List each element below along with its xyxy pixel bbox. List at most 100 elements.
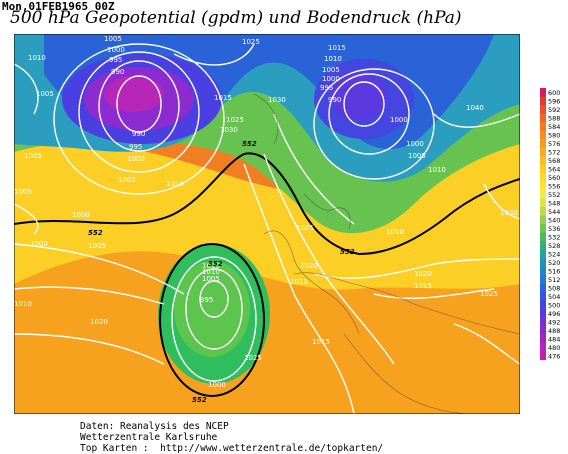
field-560 — [14, 129, 520, 290]
isobar-label: 1005 — [408, 152, 426, 160]
legend-tick-label: 504 — [548, 293, 560, 301]
legend-swatch — [540, 122, 546, 131]
legend-tick-label: 500 — [548, 301, 560, 309]
isobar-label: 1005 — [88, 242, 106, 250]
legend-swatch — [540, 198, 546, 208]
legend-tick-label: 532 — [548, 233, 560, 241]
legend-tick-label: 528 — [548, 242, 560, 250]
legend-swatch — [540, 309, 546, 318]
legend-tick-label: 476 — [548, 352, 560, 360]
data-credits: Daten: Reanalysis des NCEP Wetterzentral… — [80, 421, 383, 454]
legend-swatch — [540, 317, 546, 327]
isobar-label: 1000 — [406, 140, 424, 148]
legend-tick-label: 488 — [548, 327, 560, 335]
isobar-label: 1025 — [480, 290, 498, 298]
isobar-label: 1005 — [36, 90, 54, 98]
isobar-label: 1010 — [166, 180, 184, 188]
isobar-label: 990 — [328, 96, 341, 104]
isobar-label: 1010 — [14, 300, 32, 308]
legend-tick-label: 544 — [548, 208, 560, 216]
color-legend: 600 596 592 588 584 580 576 572 568 564 560 556 552 5… — [540, 88, 568, 361]
isobar-label: 1015 — [202, 262, 220, 270]
legend-swatch — [540, 275, 546, 284]
isobar-label-group: 1005 1025 1010 1000 995 990 1005 990 995… — [14, 35, 518, 389]
isobar-label: 995 — [129, 143, 142, 151]
isobar-label: 1010 — [428, 166, 446, 174]
isobar-label: 1005 — [104, 35, 122, 43]
legend-swatch — [540, 232, 546, 242]
coastlines — [253, 93, 520, 414]
legend-tick-label: 580 — [548, 131, 560, 139]
isobar-label: 1010 — [202, 268, 220, 276]
legend-swatch — [540, 88, 546, 97]
legend-swatch — [540, 164, 546, 174]
legend-tick-label: 516 — [548, 267, 560, 275]
credit-line-source: Daten: Reanalysis des NCEP — [80, 421, 229, 432]
isobar-label: 1000 — [390, 116, 408, 124]
isobar-label: 1020 — [414, 270, 432, 278]
geopotential-label: 552 — [192, 396, 207, 404]
legend-swatch — [540, 351, 546, 361]
isobar-label: 1015 — [214, 94, 232, 102]
legend-tick-label: 552 — [548, 191, 560, 199]
legend-swatch — [540, 326, 546, 335]
legend-tick-label: 588 — [548, 114, 560, 122]
geopotential-label: 552 — [340, 248, 355, 256]
legend-tick-label: 584 — [548, 123, 560, 131]
isobar-label: 1000 — [208, 381, 226, 389]
isobar-label: 1005 — [118, 176, 136, 184]
legend-tick-label: 480 — [548, 344, 560, 352]
legend-swatch — [540, 241, 546, 250]
contour-552-cutoff — [159, 243, 265, 397]
isobar-label: 1015 — [414, 282, 432, 290]
credit-line-url: Top Karten : http://www.wetterzentrale.d… — [80, 443, 384, 454]
isobars — [14, 43, 520, 414]
isobar-label: 1020 — [90, 318, 108, 326]
legend-tick-label: 492 — [548, 318, 560, 326]
legend-swatch — [540, 173, 546, 182]
geopotential-label: 552 — [242, 140, 257, 148]
isobar-label: 1005 — [14, 188, 32, 196]
isobar-label: 995 — [109, 56, 122, 64]
datetime-label: Mon,01FEB1965 00Z — [2, 0, 115, 13]
legend-tick-label: 524 — [548, 250, 560, 258]
isobar-label: 1000 — [107, 46, 125, 54]
geopotential-label-group: 552 552 552 552 552 — [88, 140, 355, 404]
legend-swatch — [540, 139, 546, 148]
isobar-label: 1030 — [268, 96, 286, 104]
isobar-label: 1025 — [296, 224, 314, 232]
isobar-label: 1040 — [466, 104, 484, 112]
isobar-label: 1000 — [30, 240, 48, 248]
isobar-label: 1005 — [322, 66, 340, 74]
legend-tick-label: 508 — [548, 284, 560, 292]
legend-swatch — [540, 266, 546, 276]
legend-tick-label: 484 — [548, 335, 560, 343]
map-canvas: 1005 1025 1010 1000 995 990 1005 990 995… — [13, 33, 521, 415]
legend-swatch — [540, 190, 546, 199]
legend-tick-label: 592 — [548, 106, 560, 114]
legend-swatch — [540, 258, 546, 267]
legend-swatch — [540, 343, 546, 352]
map-title: 500 hPa Geopotential (gpdm) und Bodendru… — [10, 8, 462, 28]
isobar-label: 1015 — [290, 278, 308, 286]
legend-tick-label: 568 — [548, 157, 560, 165]
isobar-label: 1005 — [24, 152, 42, 160]
legend-swatch — [540, 156, 546, 165]
legend-swatch — [540, 207, 546, 216]
isobar-label: 1010 — [324, 55, 342, 63]
isobar-label: 1030 — [500, 209, 518, 217]
legend-tick-label: 520 — [548, 259, 560, 267]
isobar-label: 990 — [132, 130, 145, 138]
isobar-label: 1015 — [312, 338, 330, 346]
legend-swatch — [540, 215, 546, 225]
isobar-label: 1010 — [28, 54, 46, 62]
legend-tick-label: 560 — [548, 174, 560, 182]
legend-swatch — [540, 113, 546, 123]
isobar-label: 990 — [111, 68, 124, 76]
isobar-label: 1000 — [72, 211, 90, 219]
legend-tick-label: 548 — [548, 199, 560, 207]
legend-swatch — [540, 224, 546, 233]
isobar-label: 1000 — [127, 155, 145, 163]
legend-tick-label: 572 — [548, 148, 560, 156]
legend-tick-label: 596 — [548, 97, 560, 105]
